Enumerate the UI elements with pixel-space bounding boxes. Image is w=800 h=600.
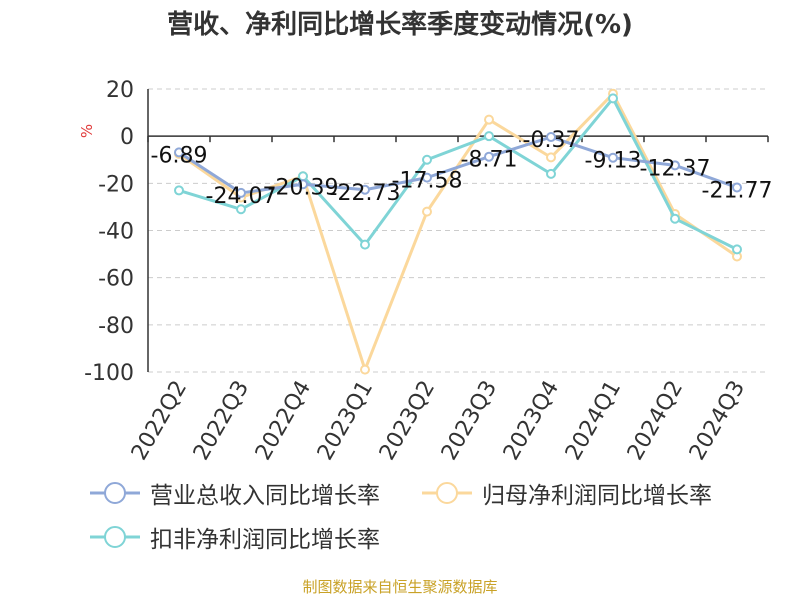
legend-item-deducted-profit[interactable]: 扣非净利润同比增长率 <box>90 520 380 554</box>
data-point[interactable] <box>732 182 742 193</box>
x-tick-label: 2024Q1 <box>561 377 626 465</box>
data-point[interactable] <box>546 152 556 163</box>
x-tick-label: 2024Q2 <box>623 377 688 465</box>
data-point[interactable] <box>360 364 370 375</box>
gridlines <box>148 88 768 373</box>
data-point[interactable] <box>484 114 494 125</box>
data-point[interactable] <box>608 152 618 163</box>
x-tick-label: 2023Q1 <box>313 377 378 465</box>
x-tick-label: 2023Q2 <box>375 377 440 465</box>
data-point[interactable] <box>236 187 246 198</box>
legend-label-deducted-profit: 扣非净利润同比增长率 <box>150 527 380 553</box>
data-label: -21.77 <box>702 179 773 204</box>
legend-item-net-profit[interactable]: 归母净利润同比增长率 <box>422 476 712 510</box>
data-point[interactable] <box>670 160 680 171</box>
data-point[interactable] <box>670 213 680 224</box>
data-point[interactable] <box>422 154 432 165</box>
data-point[interactable] <box>422 172 432 183</box>
y-tick-label: -60 <box>98 267 134 292</box>
data-point[interactable] <box>422 206 432 217</box>
data-point[interactable] <box>236 204 246 215</box>
data-point[interactable] <box>484 151 494 162</box>
legend-label-revenue: 营业总收入同比增长率 <box>150 483 380 509</box>
data-point[interactable] <box>174 147 184 158</box>
y-axis-unit-label: % <box>78 124 96 138</box>
y-tick-label: 20 <box>106 78 134 103</box>
data-label: -9.13 <box>585 149 642 174</box>
data-label: -0.37 <box>523 128 580 153</box>
data-label: -17.58 <box>392 169 463 194</box>
data-point[interactable] <box>174 185 184 196</box>
source-note: 制图数据来自恒生聚源数据库 <box>302 578 498 596</box>
x-tick-label: 2022Q2 <box>127 377 192 465</box>
data-label: -24.07 <box>206 184 277 209</box>
data-label: -6.89 <box>151 143 208 168</box>
data-label: -8.71 <box>461 148 518 173</box>
axes: 200-20-40-60-80-100%2022Q22022Q32022Q420… <box>78 78 769 465</box>
data-point[interactable] <box>484 131 494 142</box>
y-tick-label: -100 <box>84 361 134 386</box>
series-line <box>178 135 738 195</box>
data-point[interactable] <box>360 184 370 195</box>
series-line <box>178 96 738 251</box>
data-point[interactable] <box>360 239 370 250</box>
data-point[interactable] <box>546 168 556 179</box>
data-point[interactable] <box>732 244 742 255</box>
legend-label-net-profit: 归母净利润同比增长率 <box>482 483 712 509</box>
legend-marker-deducted-profit <box>90 526 140 548</box>
legend-marker-revenue <box>90 482 140 504</box>
data-point[interactable] <box>546 132 556 143</box>
x-tick-label: 2022Q3 <box>189 377 254 465</box>
series-line <box>178 92 738 372</box>
legend-marker-net-profit <box>422 482 472 504</box>
data-label: -12.37 <box>640 156 711 181</box>
x-tick-label: 2024Q3 <box>685 377 750 465</box>
x-tick-label: 2023Q4 <box>499 377 564 465</box>
data-label: -22.73 <box>330 181 401 206</box>
legend-item-revenue[interactable]: 营业总收入同比增长率 <box>90 476 380 510</box>
y-tick-label: -20 <box>98 172 134 197</box>
x-tick-label: 2022Q4 <box>251 377 316 465</box>
data-label: -20.39 <box>268 175 339 200</box>
data-point[interactable] <box>298 179 308 190</box>
chart-title: 营收、净利同比增长率季度变动情况(%) <box>167 10 633 40</box>
data-labels: -6.89-24.07-20.39-22.73-17.58-8.71-0.37-… <box>151 128 773 209</box>
data-point[interactable] <box>608 93 618 104</box>
y-tick-label: -80 <box>98 314 134 339</box>
y-tick-label: 0 <box>120 125 134 150</box>
series-lines <box>174 88 742 375</box>
x-tick-label: 2023Q3 <box>437 377 502 465</box>
y-tick-label: -40 <box>98 220 134 245</box>
